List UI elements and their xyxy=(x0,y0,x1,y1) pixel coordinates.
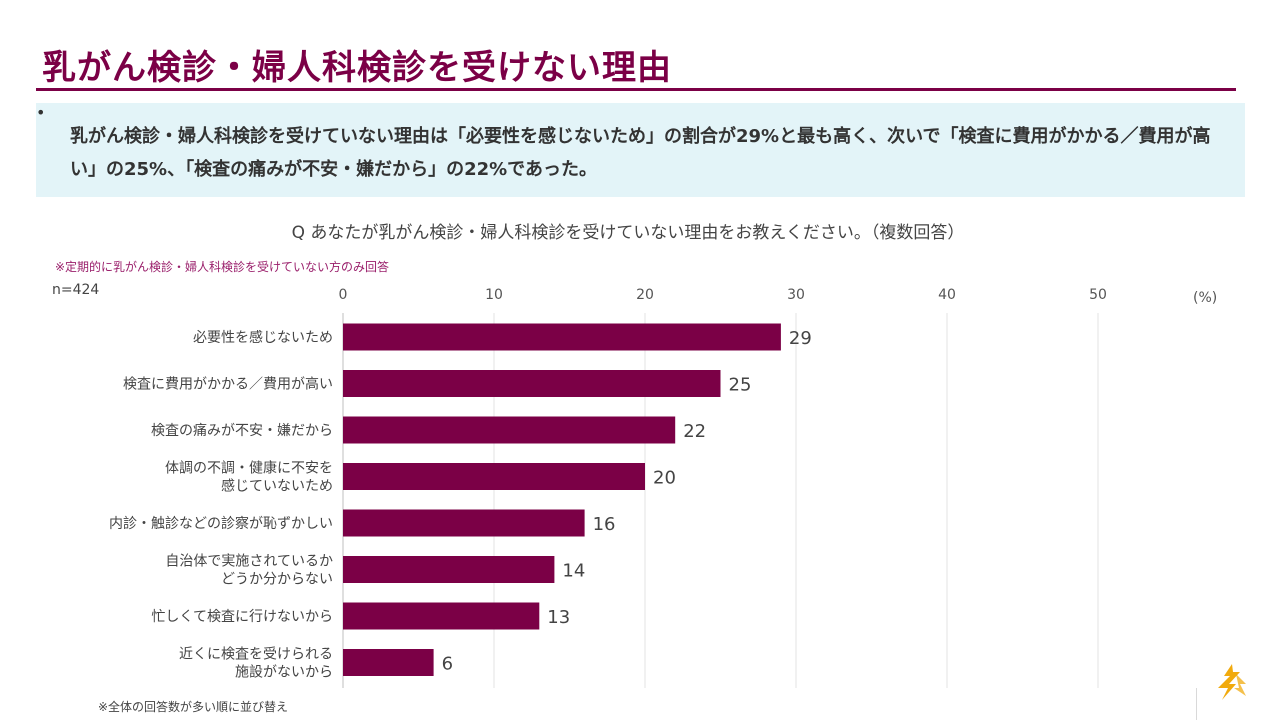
x-tick-label: 40 xyxy=(938,287,956,303)
category-label: 内診・触診などの診察が恥ずかしい xyxy=(109,515,333,532)
bar xyxy=(343,323,781,351)
data-label: 6 xyxy=(442,654,453,675)
bar xyxy=(343,556,555,583)
bar xyxy=(343,463,645,490)
company-logo-icon xyxy=(1218,664,1246,700)
sort-note: ※全体の回答数が多い順に並び替え xyxy=(98,700,289,714)
x-tick-label: 50 xyxy=(1089,287,1107,303)
category-label: 必要性を感じないため xyxy=(193,329,333,346)
data-label: 20 xyxy=(653,468,676,489)
summary-bullet: • xyxy=(36,103,46,122)
bar xyxy=(343,509,585,537)
data-label: 16 xyxy=(593,514,616,535)
data-label: 14 xyxy=(562,561,585,582)
summary-text: 乳がん検診・婦人科検診を受けていない理由は「必要性を感じないため」の割合が29%… xyxy=(70,126,1211,180)
x-tick-label: 0 xyxy=(339,287,348,303)
unit-label: (%) xyxy=(1193,290,1218,306)
category-label: 忙しくて検査に行けないから xyxy=(151,609,333,625)
title-underline xyxy=(36,88,1236,91)
respondent-note: ※定期的に乳がん検診・婦人科検診を受けていない方のみ回答 xyxy=(55,260,390,274)
category-label: 検査に費用がかかる／費用が高い xyxy=(123,376,333,393)
bar xyxy=(343,649,434,676)
x-tick-label: 20 xyxy=(636,287,654,303)
bar xyxy=(343,602,540,630)
bar xyxy=(343,370,721,397)
bar xyxy=(343,416,676,444)
category-label: 自治体で実施されているかどうか分からない xyxy=(165,554,333,588)
x-tick-label: 30 xyxy=(787,287,805,303)
data-label: 25 xyxy=(729,375,752,396)
survey-question: Q あなたが乳がん検診・婦人科検診を受けていない理由をお教えください。（複数回答… xyxy=(291,223,965,243)
category-label: 検査の痛みが不安・嫌だから xyxy=(151,422,333,439)
data-label: 13 xyxy=(547,607,570,628)
x-tick-label: 10 xyxy=(485,287,503,303)
data-label: 22 xyxy=(683,421,706,442)
category-label: 近くに検査を受けられる施設がないから xyxy=(179,647,333,681)
category-label: 体調の不調・健康に不安を感じていないため xyxy=(165,460,333,495)
footer-divider xyxy=(1196,688,1197,720)
sample-size: n=424 xyxy=(52,282,100,298)
data-label: 29 xyxy=(789,328,812,349)
summary-box xyxy=(36,103,1245,197)
page-title: 乳がん検診・婦人科検診を受けない理由 xyxy=(42,48,672,88)
